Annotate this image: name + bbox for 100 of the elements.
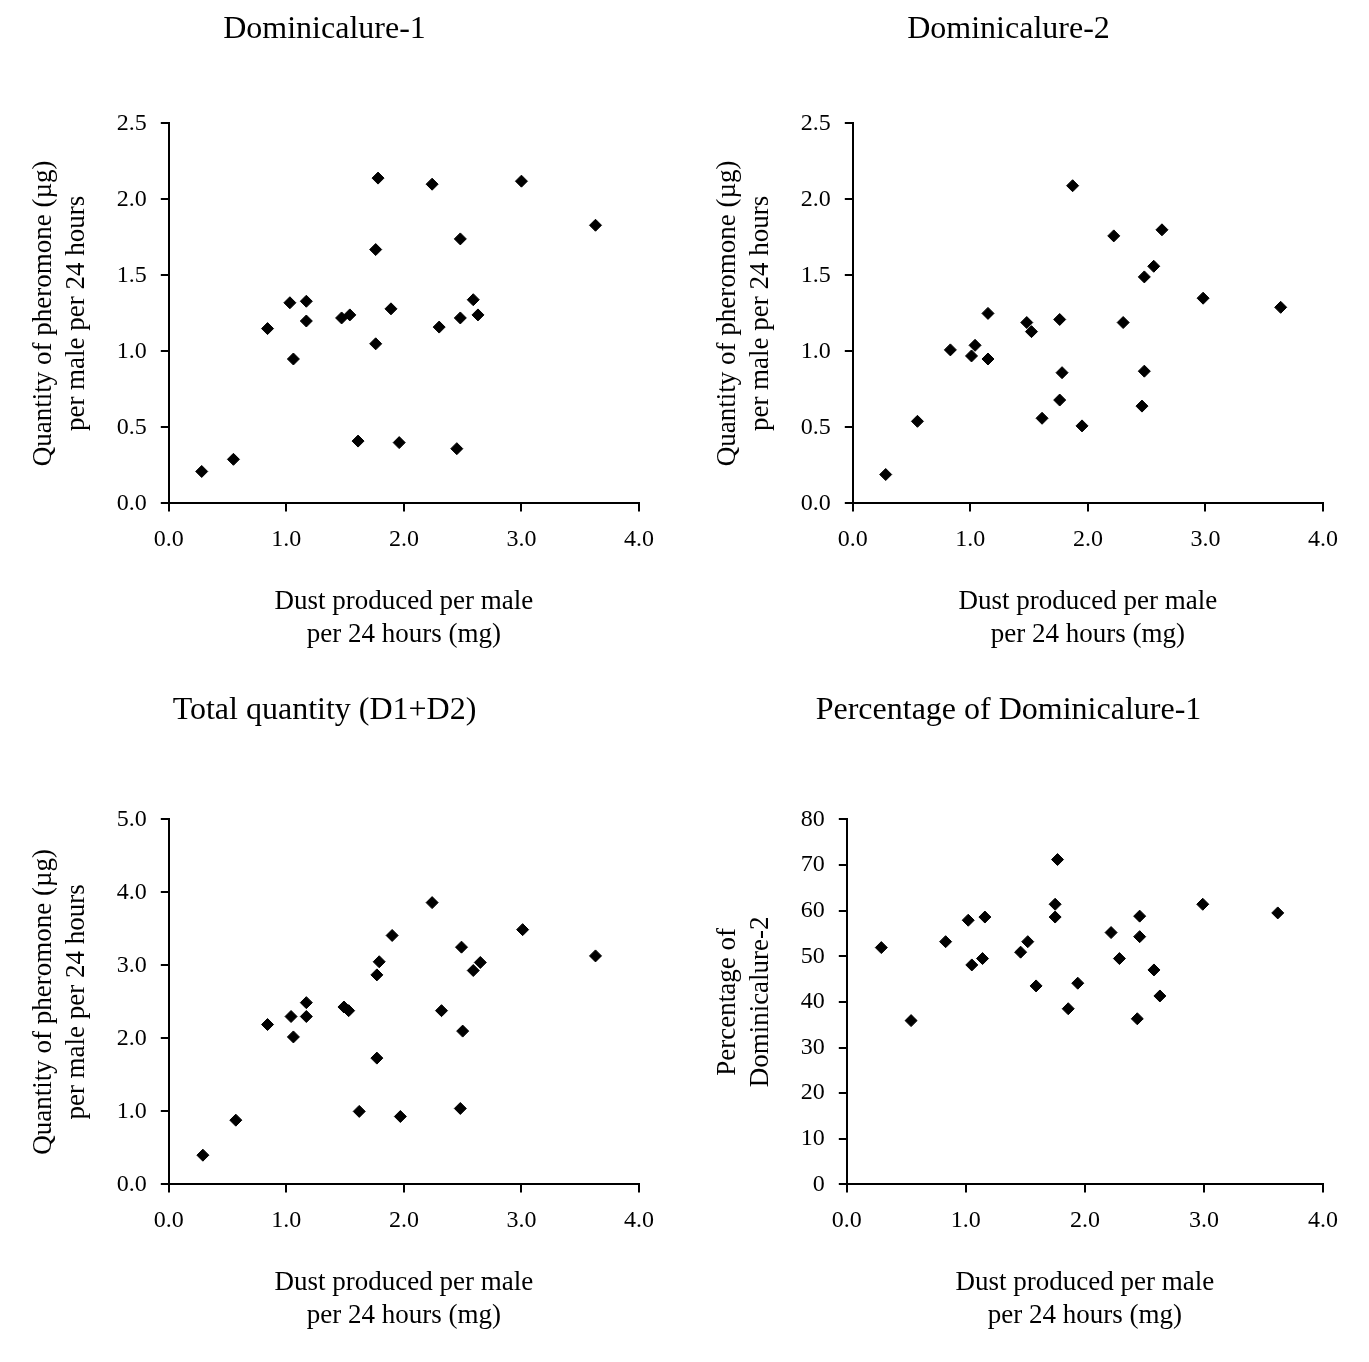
point — [589, 949, 603, 963]
y-tick-label: 0 — [812, 1169, 825, 1196]
point — [299, 996, 313, 1010]
point — [1104, 926, 1118, 940]
x-axis-title: Dust produced per male per 24 hours (mg) — [958, 585, 1218, 648]
point — [286, 352, 300, 366]
x-tick-label: 3.0 — [506, 1206, 537, 1233]
y-tick-label: 3.0 — [116, 950, 147, 977]
point — [1137, 364, 1151, 378]
point — [226, 452, 240, 466]
point — [1014, 945, 1028, 959]
point — [286, 1030, 300, 1044]
point — [1133, 909, 1147, 923]
y-tick-label: 20 — [800, 1078, 825, 1105]
point — [1053, 393, 1067, 407]
point — [425, 177, 439, 191]
point — [455, 940, 468, 954]
y-tick-label: 2.0 — [116, 1023, 147, 1050]
point — [1075, 419, 1089, 433]
point — [343, 308, 357, 322]
point — [943, 343, 957, 357]
point — [284, 1010, 298, 1023]
x-axis-title: Dust produced per male per 24 hours (mg) — [274, 1266, 534, 1329]
x-tick-label: 2.0 — [1069, 1206, 1100, 1233]
y-tick-label: 60 — [800, 895, 825, 922]
point — [1061, 1002, 1075, 1016]
point — [1066, 179, 1080, 193]
point — [384, 302, 398, 316]
point — [1035, 411, 1049, 425]
y-tick-label: 2.5 — [116, 108, 147, 135]
point — [466, 293, 480, 307]
point — [453, 1101, 467, 1115]
y-tick-label: 2.5 — [800, 108, 831, 135]
point — [299, 1010, 313, 1023]
point — [1051, 853, 1065, 867]
point — [466, 964, 480, 978]
point — [1153, 989, 1167, 1003]
point — [261, 322, 275, 336]
point — [432, 320, 446, 334]
point — [351, 434, 365, 448]
point — [1196, 291, 1210, 305]
y-tick-label: 1.0 — [800, 336, 831, 363]
point — [229, 1113, 243, 1127]
x-tick-label: 3.0 — [1188, 1206, 1219, 1233]
x-tick-label: 1.0 — [950, 1206, 981, 1233]
y-tick-label: 1.0 — [116, 336, 147, 363]
point — [965, 958, 979, 972]
point — [968, 338, 982, 352]
x-tick-label: 3.0 — [1190, 525, 1221, 552]
point — [392, 436, 406, 450]
point — [435, 1004, 449, 1018]
y-axis-title: Quantity of pheromone (µg) per male per 24 hours — [711, 160, 774, 467]
point — [1147, 963, 1161, 977]
point — [1020, 316, 1034, 330]
point — [385, 928, 399, 942]
y-tick-label: 1.5 — [116, 260, 147, 287]
point — [261, 1018, 275, 1032]
y-tick-label: 70 — [800, 850, 825, 877]
point — [1271, 906, 1285, 920]
x-tick-label: 0.0 — [153, 525, 184, 552]
x-tick-label: 2.0 — [388, 1206, 419, 1233]
x-tick-label: 0.0 — [153, 1206, 184, 1233]
chart-title: Dominicalure-2 — [907, 8, 1110, 45]
y-tick-label: 50 — [800, 941, 825, 968]
x-tick-label: 4.0 — [624, 525, 654, 552]
x-tick-label: 1.0 — [271, 1206, 302, 1233]
point — [1135, 399, 1149, 413]
point — [874, 941, 888, 955]
x-tick-label: 1.0 — [955, 525, 986, 552]
point — [961, 913, 975, 927]
point — [1053, 312, 1067, 326]
point — [1024, 325, 1038, 339]
y-axis-title: Quantity of pheromone (µg) per male per 24 hours — [27, 160, 90, 467]
point — [453, 232, 467, 246]
point — [1021, 935, 1035, 949]
y-tick-label: 30 — [800, 1032, 825, 1059]
point — [978, 910, 992, 924]
point — [1274, 300, 1288, 314]
point — [965, 349, 979, 363]
point — [1112, 952, 1126, 966]
point — [910, 414, 924, 428]
x-axis-title: Dust produced per male per 24 hours (mg) — [274, 585, 534, 648]
point — [393, 1110, 407, 1124]
point — [516, 923, 530, 937]
chart-title: Percentage of Dominicalure-1 — [815, 689, 1202, 726]
point — [1196, 897, 1210, 911]
point — [196, 1148, 210, 1162]
point — [456, 1024, 470, 1038]
point — [1133, 930, 1147, 944]
point — [352, 1104, 366, 1118]
point — [370, 968, 384, 982]
point — [1137, 270, 1151, 284]
y-tick-label: 4.0 — [116, 877, 147, 904]
point — [473, 955, 487, 969]
point — [981, 306, 995, 320]
point — [453, 311, 467, 325]
point — [369, 337, 383, 351]
y-axis-title: Percentage of Dominicalure-2 — [711, 916, 774, 1088]
y-tick-label: 0.0 — [116, 488, 147, 515]
y-tick-label: 0.5 — [116, 412, 147, 439]
